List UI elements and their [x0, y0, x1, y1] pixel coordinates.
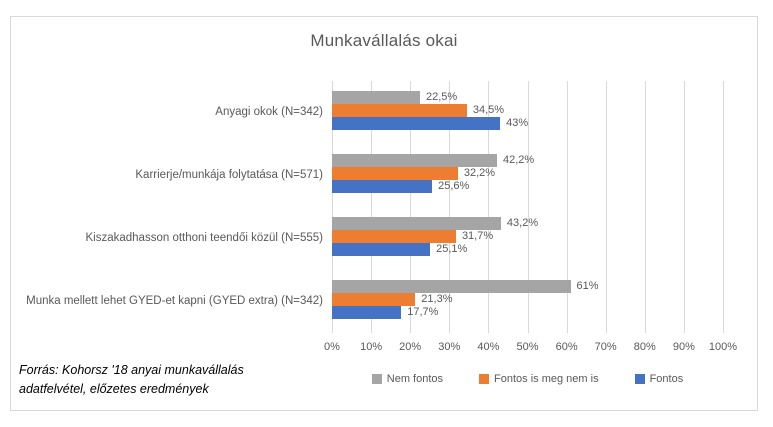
bar-fontos [332, 243, 431, 256]
gridline [371, 81, 373, 333]
legend-swatch-icon [634, 374, 645, 384]
gridline [332, 81, 333, 333]
source-note-line2: adatfelvétel, előzetes eredmények [19, 382, 209, 396]
bar-nem-fontos [332, 217, 501, 230]
bar-value-label: 34,5% [472, 104, 505, 116]
bar-value-label: 31,7% [461, 230, 494, 242]
gridline [723, 81, 724, 333]
bar-value-label: 43% [506, 117, 529, 129]
bar-value-label: 25,1% [436, 243, 468, 255]
chart-title: Munkavállalás okai [310, 31, 458, 50]
bar-value-label: 43,2% [506, 217, 539, 229]
gridline [488, 81, 490, 333]
gridline [683, 81, 685, 333]
gridline [410, 81, 412, 333]
bar-fontos [332, 117, 501, 130]
bar-fontos-is-meg-nem-is [332, 230, 456, 243]
bar-fontos [332, 180, 433, 193]
category-label: Kiszakadhasson otthoni teendői közül (N=… [85, 232, 324, 244]
x-tick-label: 80% [633, 341, 656, 353]
bar-value-label: 61% [576, 280, 599, 292]
bar-value-label: 42,2% [503, 154, 535, 166]
gridline [644, 81, 646, 333]
gridline [449, 81, 451, 333]
x-tick-label: 30% [438, 341, 461, 353]
bar-value-label: 32,2% [463, 167, 496, 179]
source-note: Forrás: Kohorsz '18 anyai munkavállalás … [19, 361, 319, 399]
gridline [605, 81, 607, 333]
x-tick-label: 60% [555, 341, 578, 353]
source-note-line1: Forrás: Kohorsz '18 anyai munkavállalás [19, 363, 244, 377]
x-tick-label: 0% [324, 341, 340, 353]
x-tick-label: 10% [360, 341, 383, 353]
bar-value-label: 21,3% [421, 293, 453, 305]
bar-value-label: 22,5% [425, 91, 458, 103]
x-tick-label: 50% [516, 341, 539, 353]
x-axis: 0% 10% 20% 30% 40% 50% 60% 70% 80% 90% 100% [324, 341, 737, 355]
x-tick-label: 40% [477, 341, 500, 353]
bar-fontos-is-meg-nem-is [332, 293, 416, 306]
bar-nem-fontos [332, 91, 420, 104]
bar-nem-fontos [332, 154, 497, 167]
legend-swatch-icon [371, 374, 382, 384]
gridline [566, 81, 568, 333]
category-label: Munka mellett lehet GYED-et kapni (GYED … [26, 295, 323, 307]
category-label: Anyagi okok (N=342) [215, 106, 323, 118]
plot-area: 22,5% 34,5% 43% 42,2% 32,2% 25,6% 43,2% 31,7% 25… [332, 81, 724, 333]
legend: Nem fontos Fontos is meg nem is Fontos [332, 373, 723, 385]
category-axis: Anyagi okok (N=342) Karrierje/munkája fol… [17, 81, 327, 333]
gridline [527, 81, 529, 333]
bar-fontos-is-meg-nem-is [332, 104, 467, 117]
category-label: Karrierje/munkája folytatása (N=571) [135, 169, 323, 181]
x-tick-label: 90% [672, 341, 695, 353]
legend-entry: Fontos [634, 373, 684, 385]
legend-label: Nem fontos [386, 373, 444, 385]
x-tick-label: 70% [594, 341, 617, 353]
legend-entry: Fontos is meg nem is [479, 373, 599, 385]
chart-frame: Munkavállalás okai Anyagi okok (N=342) Ka… [10, 16, 758, 411]
bar-value-label: 17,7% [407, 306, 439, 318]
legend-swatch-icon [479, 374, 490, 384]
x-tick-label: 20% [399, 341, 422, 353]
bar-fontos-is-meg-nem-is [332, 167, 458, 180]
legend-label: Fontos [649, 373, 684, 385]
bar-nem-fontos [332, 280, 571, 293]
x-tick-label: 100% [708, 341, 738, 353]
legend-entry: Nem fontos [371, 373, 444, 385]
legend-label: Fontos is meg nem is [494, 373, 599, 385]
bar-fontos [332, 306, 402, 319]
bar-value-label: 25,6% [438, 180, 470, 192]
